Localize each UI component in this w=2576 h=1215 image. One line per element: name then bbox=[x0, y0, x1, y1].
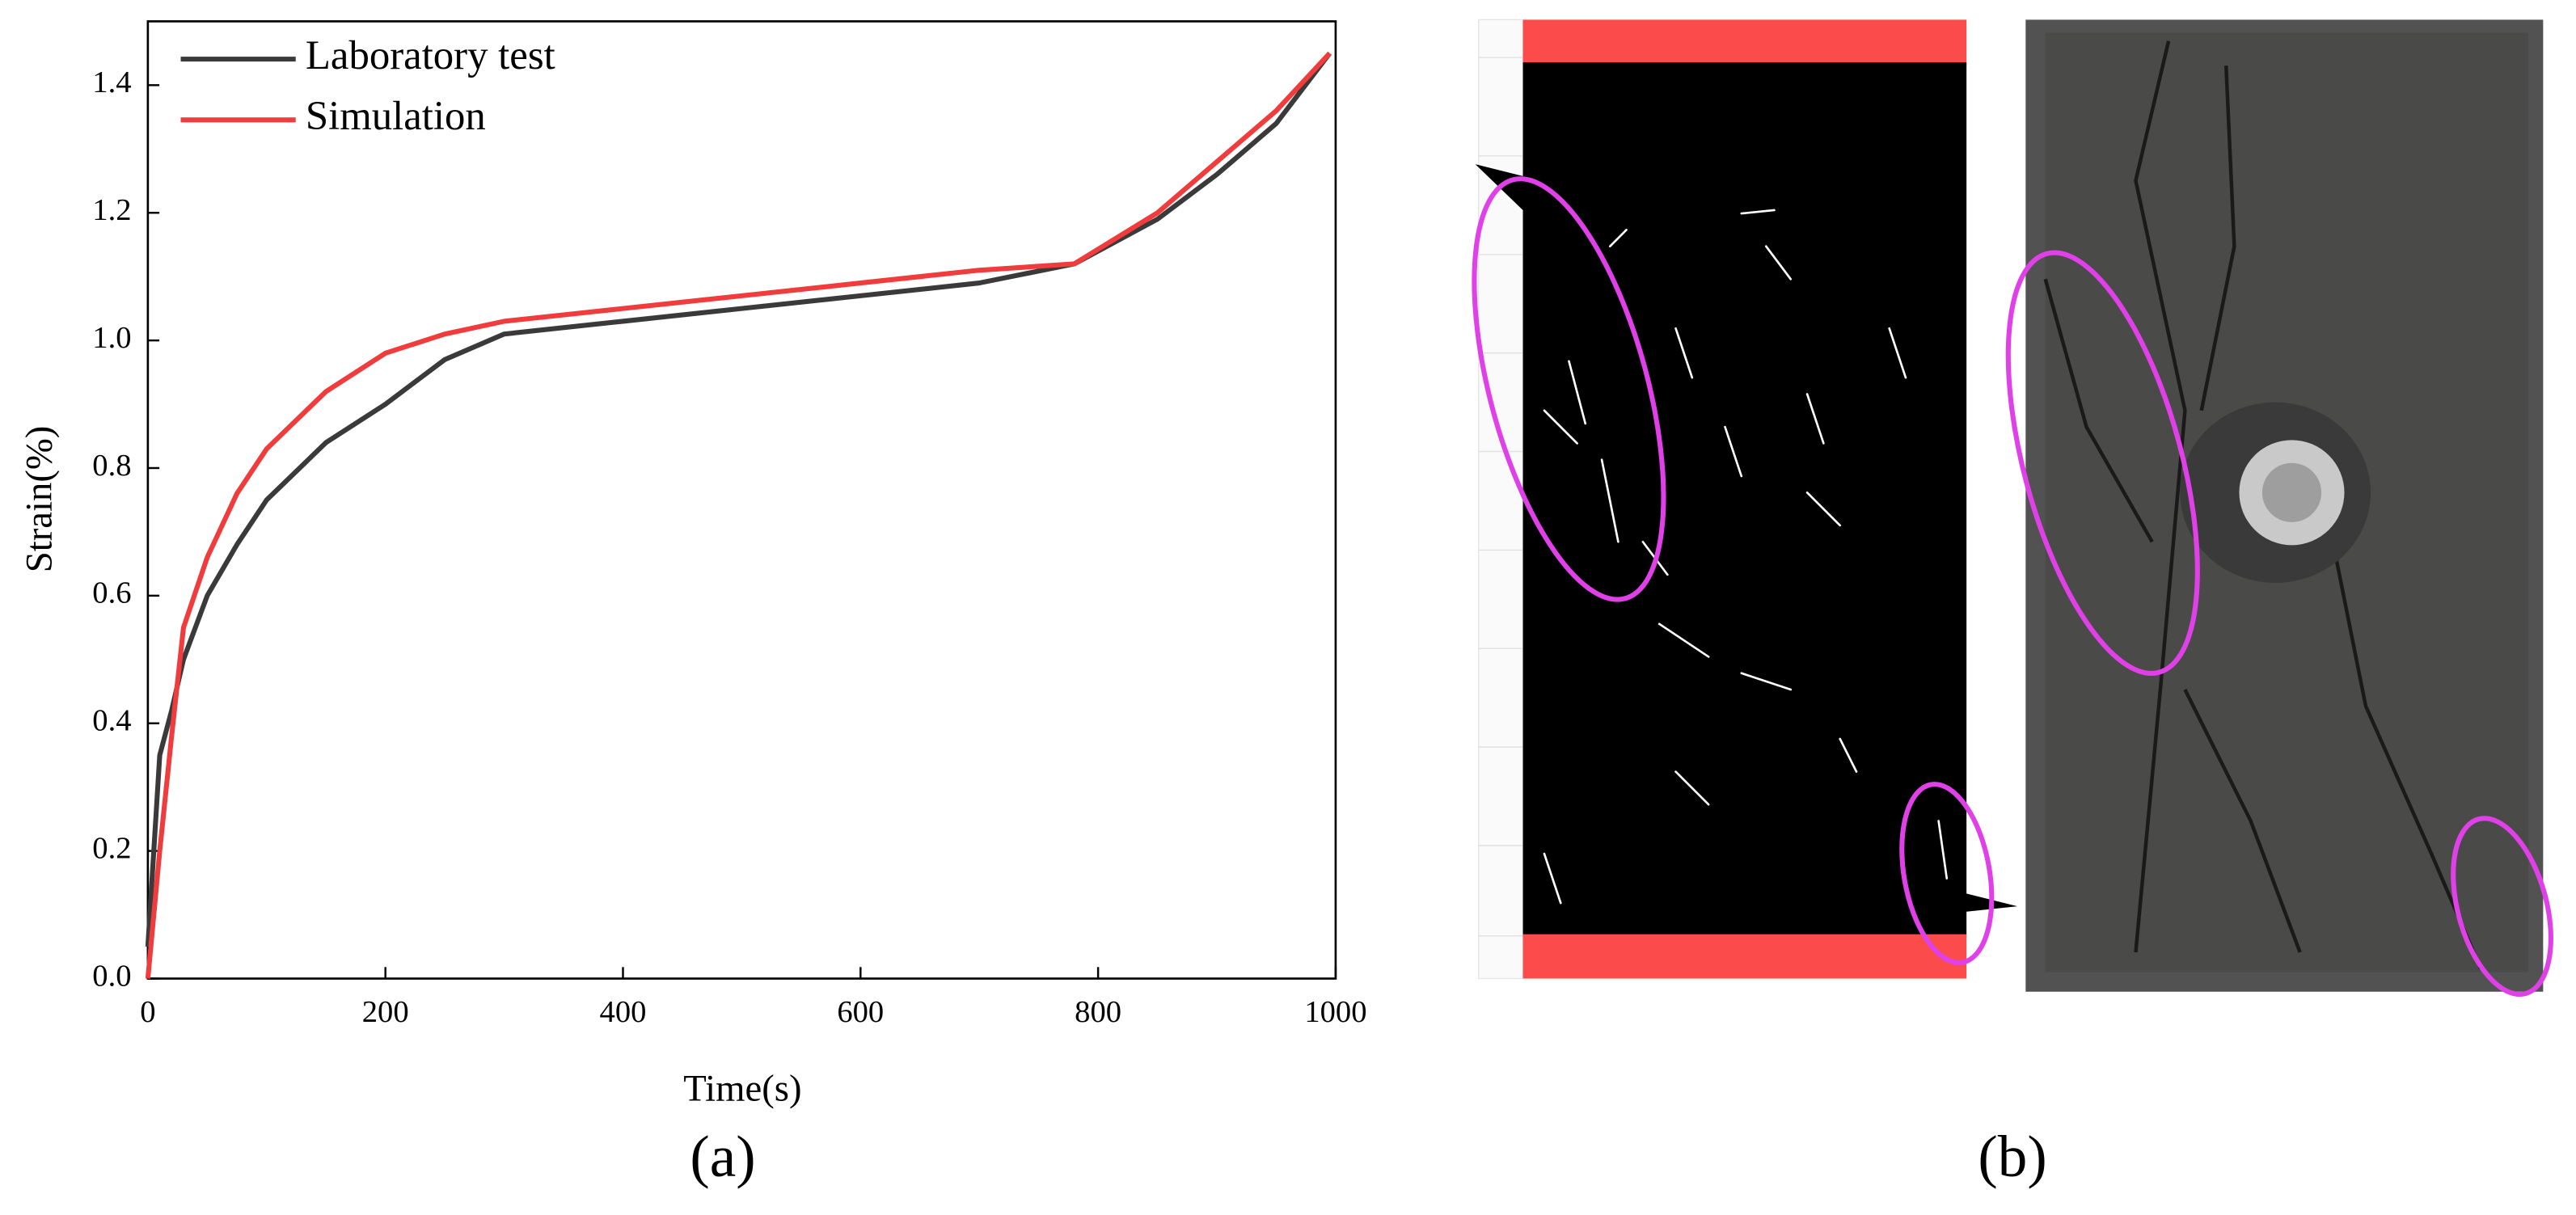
x-tick-label: 0 bbox=[140, 995, 155, 1029]
x-tick-label: 1000 bbox=[1304, 995, 1366, 1029]
y-axis-label: Strain(%) bbox=[19, 426, 61, 573]
y-tick-label: 0.0 bbox=[92, 959, 131, 993]
y-tick-label: 0.4 bbox=[92, 704, 131, 738]
x-tick-label: 200 bbox=[362, 995, 409, 1029]
y-tick-label: 0.6 bbox=[92, 576, 131, 610]
panel-label: (b) bbox=[1978, 1124, 2046, 1189]
x-tick-label: 400 bbox=[600, 995, 647, 1029]
panel-label: (a) bbox=[690, 1124, 755, 1189]
data-line bbox=[145, 51, 1332, 979]
x-tick-label: 600 bbox=[837, 995, 884, 1029]
y-tick-label: 1.4 bbox=[92, 65, 131, 99]
specimen-photo bbox=[2025, 19, 2544, 992]
legend-label: Laboratory test bbox=[306, 32, 555, 78]
legend-label: Simulation bbox=[306, 93, 486, 138]
data-line bbox=[145, 52, 1332, 947]
y-tick-label: 0.8 bbox=[92, 449, 131, 483]
y-tick-label: 1.0 bbox=[92, 321, 131, 355]
y-tick-label: 0.2 bbox=[92, 832, 131, 866]
highlight-ellipses bbox=[1472, 176, 2553, 998]
x-axis-label: Time(s) bbox=[683, 1067, 801, 1109]
y-tick-label: 1.2 bbox=[92, 193, 131, 227]
simulation-image bbox=[1475, 19, 2018, 980]
plot-frame bbox=[146, 20, 1337, 980]
x-tick-label: 800 bbox=[1075, 995, 1121, 1029]
